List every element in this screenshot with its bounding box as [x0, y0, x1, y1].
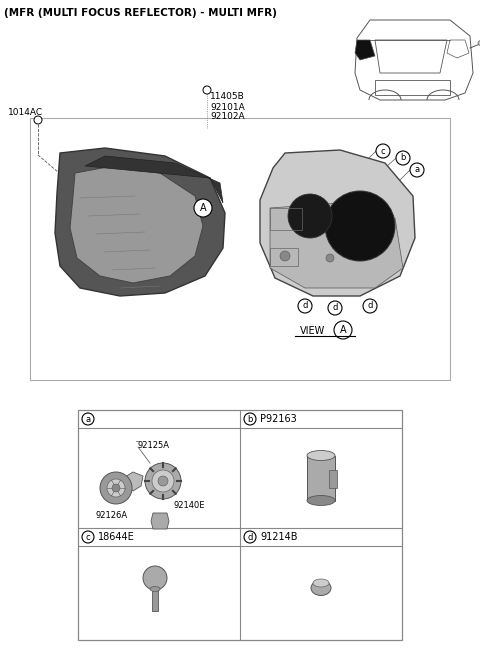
Text: 92101A: 92101A: [210, 103, 245, 112]
Polygon shape: [85, 156, 223, 203]
Circle shape: [325, 191, 395, 261]
Text: b: b: [247, 415, 252, 424]
Circle shape: [112, 484, 120, 492]
Text: 92140E: 92140E: [173, 501, 204, 510]
Circle shape: [158, 476, 168, 486]
Ellipse shape: [307, 451, 335, 461]
Circle shape: [363, 299, 377, 313]
Polygon shape: [270, 203, 403, 288]
Polygon shape: [151, 513, 169, 529]
Circle shape: [410, 163, 424, 177]
Circle shape: [194, 199, 212, 217]
Circle shape: [100, 472, 132, 504]
Text: A: A: [200, 203, 206, 213]
Circle shape: [326, 254, 334, 262]
Text: d: d: [332, 304, 338, 312]
Text: 92102A: 92102A: [210, 112, 245, 121]
Text: A: A: [340, 325, 346, 335]
Polygon shape: [260, 150, 415, 296]
Bar: [307, 455, 335, 501]
Circle shape: [82, 531, 94, 543]
Ellipse shape: [313, 579, 329, 587]
Text: a: a: [414, 165, 420, 174]
Text: 91214B: 91214B: [260, 532, 298, 542]
Text: a: a: [85, 415, 91, 424]
Polygon shape: [125, 472, 143, 491]
Circle shape: [298, 299, 312, 313]
Ellipse shape: [150, 586, 160, 592]
Text: d: d: [302, 302, 308, 310]
Text: c: c: [86, 533, 90, 541]
Ellipse shape: [478, 40, 480, 46]
Circle shape: [280, 251, 290, 261]
Circle shape: [145, 463, 181, 499]
Bar: [78, 410, 402, 640]
Ellipse shape: [307, 495, 335, 506]
Bar: [270, 248, 298, 266]
Text: 18644E: 18644E: [98, 532, 135, 542]
Text: d: d: [367, 302, 372, 310]
Text: P92163: P92163: [260, 414, 297, 424]
Text: 92126A: 92126A: [96, 511, 128, 520]
Text: VIEW: VIEW: [300, 326, 325, 336]
Text: d: d: [247, 533, 252, 541]
Circle shape: [396, 151, 410, 165]
Bar: [270, 208, 302, 230]
Text: 11405B: 11405B: [210, 92, 245, 101]
Circle shape: [328, 301, 342, 315]
Bar: [375, 80, 450, 95]
Circle shape: [143, 566, 167, 590]
Text: c: c: [381, 146, 385, 155]
Circle shape: [376, 144, 390, 158]
Polygon shape: [55, 148, 225, 296]
Bar: [30, 118, 450, 380]
Circle shape: [34, 116, 42, 124]
Circle shape: [152, 470, 174, 492]
Text: (MFR (MULTI FOCUS REFLECTOR) - MULTI MFR): (MFR (MULTI FOCUS REFLECTOR) - MULTI MFR…: [4, 8, 277, 18]
Circle shape: [107, 479, 125, 497]
Bar: [329, 470, 337, 488]
Circle shape: [203, 86, 211, 94]
Circle shape: [244, 531, 256, 543]
Circle shape: [82, 413, 94, 425]
Polygon shape: [70, 166, 203, 283]
Text: b: b: [400, 154, 406, 163]
Circle shape: [334, 321, 352, 339]
Bar: [152, 589, 158, 611]
Circle shape: [288, 194, 332, 238]
Polygon shape: [355, 40, 375, 60]
Circle shape: [244, 413, 256, 425]
Text: 92125A: 92125A: [138, 441, 170, 450]
Ellipse shape: [311, 581, 331, 596]
Text: 1014AC: 1014AC: [8, 108, 43, 117]
